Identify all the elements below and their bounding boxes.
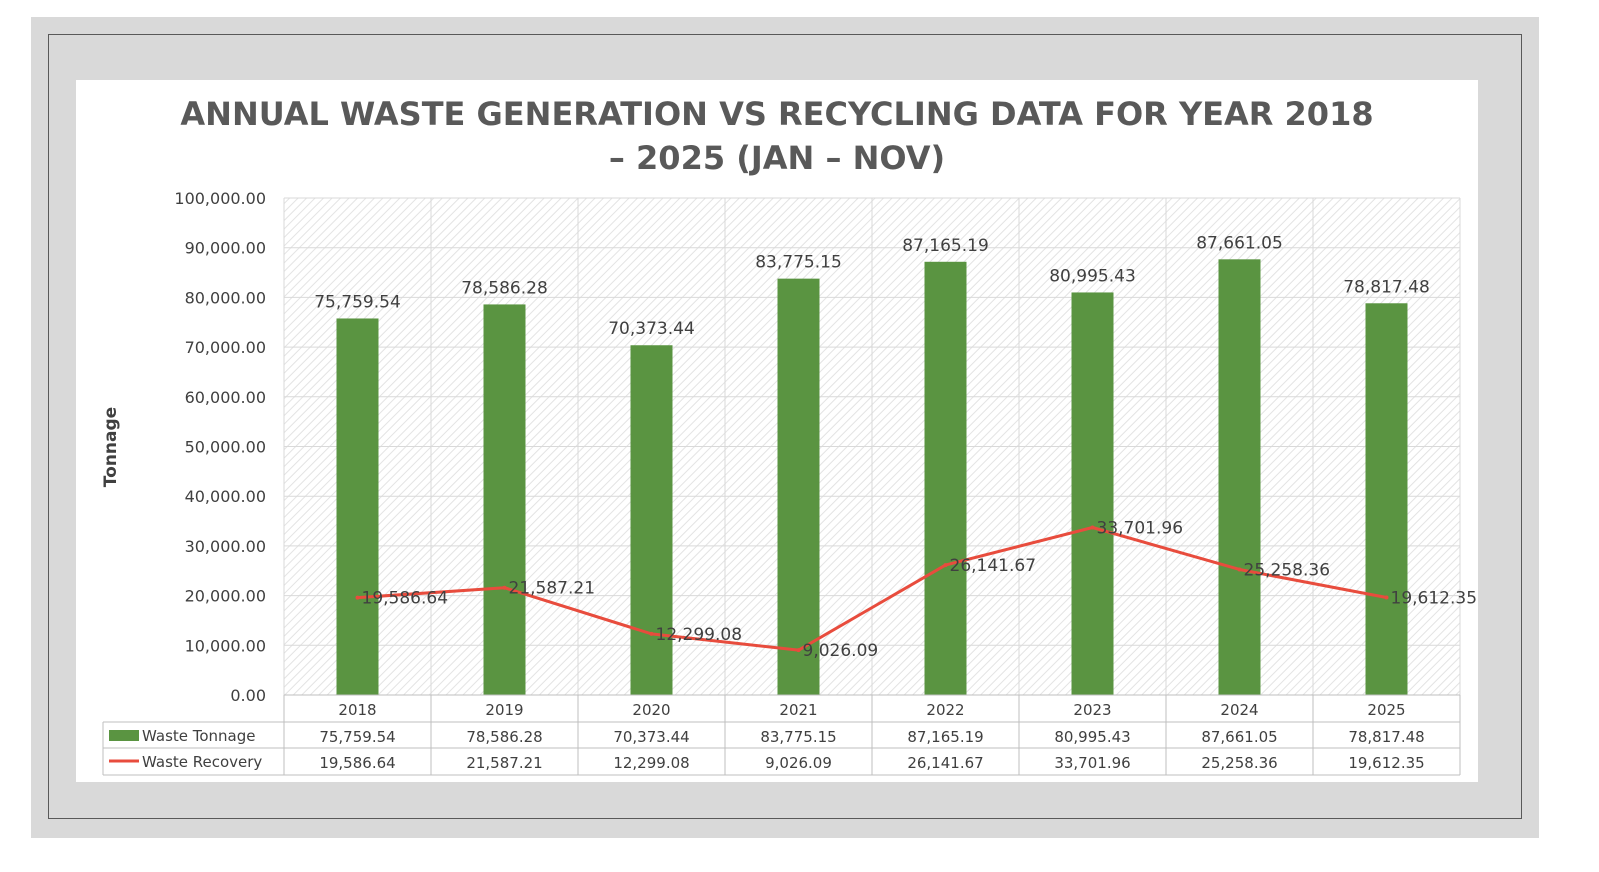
line-waste-recovery xyxy=(357,526,1387,652)
line-data-label: 33,701.96 xyxy=(1097,519,1184,539)
x-category-label: 2018 xyxy=(338,701,376,719)
y-tick-label: 40,000.00 xyxy=(185,487,266,506)
x-category-label: 2025 xyxy=(1367,701,1405,719)
table-cell-waste-recovery: 19,612.35 xyxy=(1348,754,1424,772)
y-tick-label: 20,000.00 xyxy=(185,587,266,606)
bar-data-label: 70,373.44 xyxy=(608,319,695,339)
bar-waste-tonnage xyxy=(483,304,526,695)
table-cell-waste-recovery: 33,701.96 xyxy=(1054,754,1130,772)
table-cell-waste-tonnage: 87,661.05 xyxy=(1201,728,1277,746)
line-data-label: 19,586.64 xyxy=(362,589,449,609)
line-point xyxy=(502,585,507,590)
table-cell-waste-recovery: 25,258.36 xyxy=(1201,754,1277,772)
bar-waste-tonnage xyxy=(336,318,379,695)
line-data-label: 19,612.35 xyxy=(1391,589,1478,609)
bar-data-label: 75,759.54 xyxy=(314,292,401,312)
y-tick-label: 70,000.00 xyxy=(185,338,266,357)
x-category-label: 2019 xyxy=(485,701,523,719)
bar-data-label: 78,586.28 xyxy=(461,278,548,298)
line-point xyxy=(1090,525,1095,530)
table-cell-waste-tonnage: 87,165.19 xyxy=(907,728,983,746)
table-cell-waste-tonnage: 70,373.44 xyxy=(613,728,689,746)
line-point xyxy=(1384,595,1389,600)
x-category-label: 2024 xyxy=(1220,701,1258,719)
line-point xyxy=(1237,567,1242,572)
y-axis-label: Tonnage xyxy=(101,407,121,487)
bar-data-label: 80,995.43 xyxy=(1049,266,1136,286)
line-point xyxy=(796,648,801,653)
y-tick-label: 100,000.00 xyxy=(174,189,266,208)
legend-key-waste-tonnage xyxy=(109,730,139,741)
table-cell-waste-tonnage: 80,995.43 xyxy=(1054,728,1130,746)
table-cell-waste-tonnage: 83,775.15 xyxy=(760,728,836,746)
x-category-label: 2022 xyxy=(926,701,964,719)
bar-waste-tonnage xyxy=(1071,292,1114,695)
bar-data-label: 87,661.05 xyxy=(1196,233,1283,253)
chart: ANNUAL WASTE GENERATION VS RECYCLING DAT… xyxy=(101,95,1478,776)
y-tick-label: 90,000.00 xyxy=(185,239,266,258)
table-cell-waste-recovery: 12,299.08 xyxy=(613,754,689,772)
line-data-label: 9,026.09 xyxy=(803,641,879,661)
table-cell-waste-recovery: 9,026.09 xyxy=(765,754,832,772)
legend-label-waste-recovery: Waste Recovery xyxy=(142,753,262,771)
line-data-label: 12,299.08 xyxy=(656,625,743,645)
bar-data-label: 83,775.15 xyxy=(755,253,842,273)
line-data-label: 25,258.36 xyxy=(1244,560,1331,580)
line-point xyxy=(355,595,360,600)
table-cell-waste-recovery: 21,587.21 xyxy=(466,754,542,772)
x-category-label: 2021 xyxy=(779,701,817,719)
bar-data-label: 87,165.19 xyxy=(902,236,989,256)
y-tick-label: 10,000.00 xyxy=(185,636,266,655)
y-tick-label: 30,000.00 xyxy=(185,537,266,556)
y-tick-label: 60,000.00 xyxy=(185,388,266,407)
table-cell-waste-tonnage: 78,817.48 xyxy=(1348,728,1424,746)
x-category-label: 2023 xyxy=(1073,701,1111,719)
bar-data-label: 78,817.48 xyxy=(1343,277,1430,297)
y-tick-label: 80,000.00 xyxy=(185,288,266,307)
inner-border xyxy=(48,34,1522,819)
line-point xyxy=(649,631,654,636)
legend-label-waste-tonnage: Waste Tonnage xyxy=(142,727,256,745)
y-tick-label: 50,000.00 xyxy=(185,438,266,457)
bar-waste-tonnage xyxy=(924,261,967,695)
y-tick-label: 0.00 xyxy=(230,686,266,705)
x-category-label: 2020 xyxy=(632,701,670,719)
table-cell-waste-tonnage: 78,586.28 xyxy=(466,728,542,746)
bar-waste-tonnage xyxy=(1365,303,1408,695)
bar-waste-tonnage xyxy=(777,278,820,695)
line-data-label: 21,587.21 xyxy=(509,579,596,599)
line-point xyxy=(943,563,948,568)
bar-waste-tonnage xyxy=(1218,259,1261,695)
table-cell-waste-recovery: 19,586.64 xyxy=(319,754,395,772)
chart-title-line-2: – 2025 (JAN – NOV) xyxy=(609,139,945,177)
line-data-label: 26,141.67 xyxy=(950,556,1037,576)
table-cell-waste-tonnage: 75,759.54 xyxy=(319,728,395,746)
chart-panel: ANNUAL WASTE GENERATION VS RECYCLING DAT… xyxy=(76,80,1478,782)
chart-title-line-1: ANNUAL WASTE GENERATION VS RECYCLING DAT… xyxy=(180,95,1373,133)
table-cell-waste-recovery: 26,141.67 xyxy=(907,754,983,772)
